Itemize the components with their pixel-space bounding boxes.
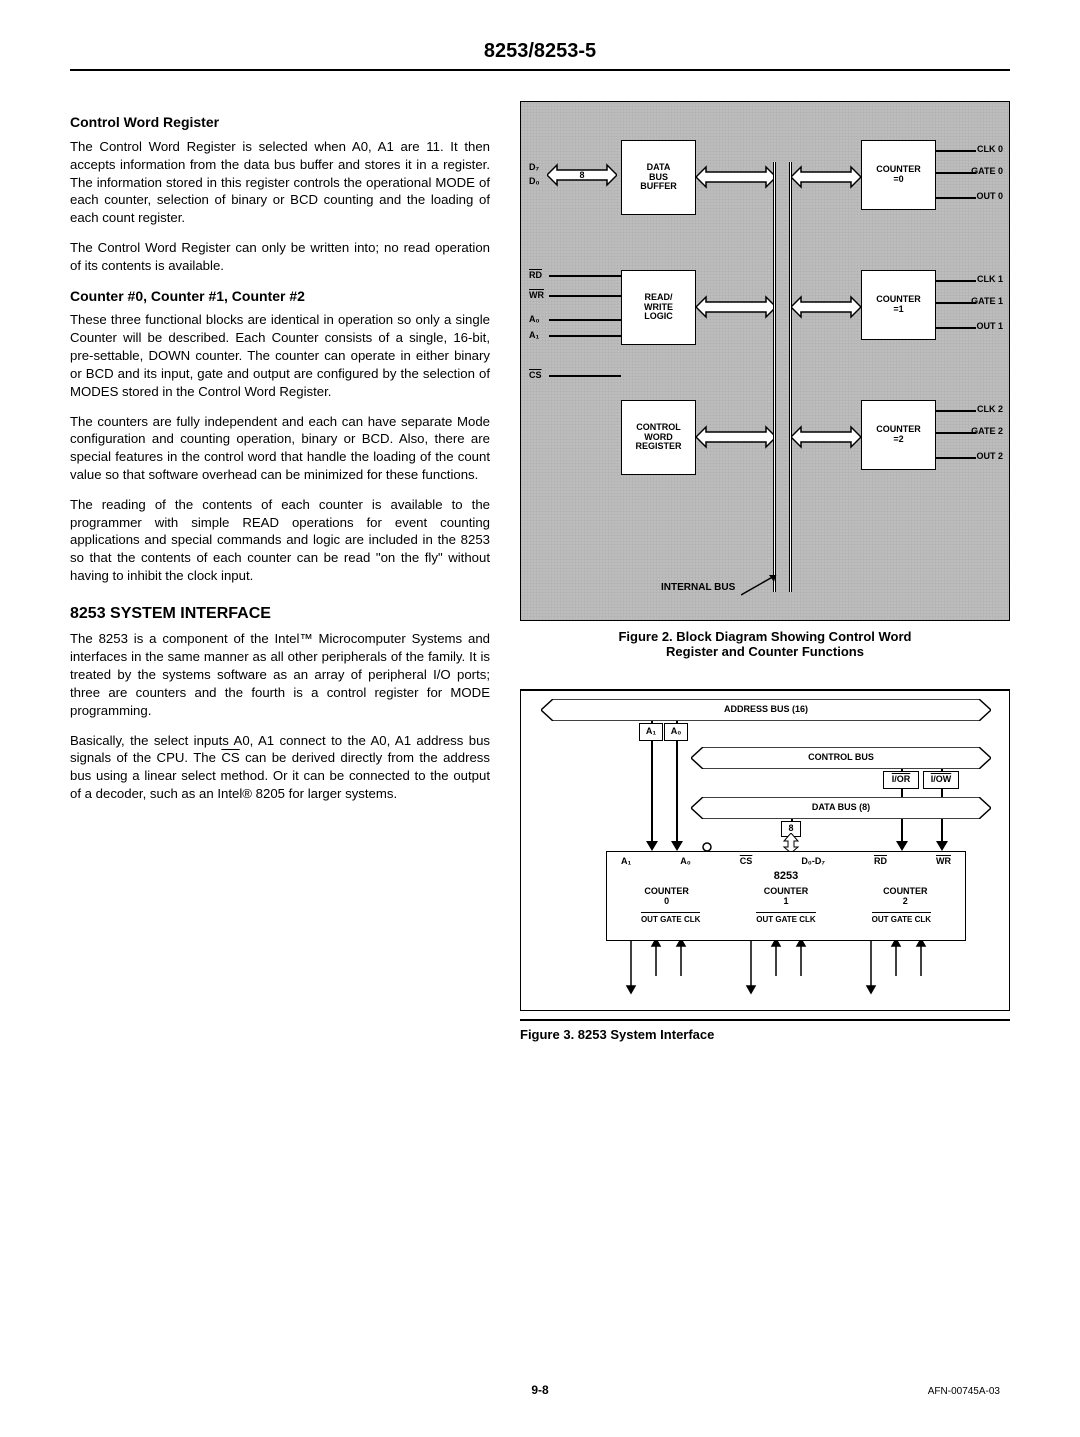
content-columns: Control Word Register The Control Word R… [70,101,1010,1042]
data-8-arrow-icon [776,833,806,853]
down-arrow-icon [896,841,908,851]
label-data-bus: DATA BUS (8) [691,802,991,812]
block-counter-1: COUNTER =1 [861,270,936,340]
fig2-caption-line1: Figure 2. Block Diagram Showing Control … [618,629,911,644]
pin-clk1: CLK 1 [977,274,1003,284]
cwr-paragraph-1: The Control Word Register is selected wh… [70,138,490,227]
pin-gate2: GATE 2 [971,426,1003,436]
chip-pin-d: D₀-D₇ [801,856,825,866]
pin-wr: WR [529,290,544,300]
internal-bus-pointer-icon [741,570,791,600]
bidir-arrow-icon [791,292,861,322]
chip-pins-0: OUT GATE CLK [641,912,700,924]
chip-8253: A₁ A₀ CS D₀-D₇ RD WR 8253 COUNTER 0 COUN… [606,851,966,941]
bus-8-arrow-icon: 8 [547,160,617,190]
fig2-caption-line2: Register and Counter Functions [666,644,864,659]
pin-a0: A₀ [529,314,540,324]
chip-pins-1: OUT GATE CLK [756,912,815,924]
page-number: 9-8 [0,1383,1080,1397]
down-arrow-icon [646,841,658,851]
pin-rd: RD [529,270,542,280]
pin-out2: OUT 2 [976,451,1003,461]
sys-paragraph-1: The 8253 is a component of the Intel™ Mi… [70,630,490,719]
heading-counters: Counter #0, Counter #1, Counter #2 [70,287,490,306]
chip-pin-wr: WR [936,856,951,866]
cnt-paragraph-3: The reading of the contents of each coun… [70,496,490,585]
pin-cs: CS [529,370,542,380]
bidir-arrow-icon [791,162,861,192]
down-arrow-icon [936,841,948,851]
cs-overline: CS [221,750,239,765]
chip-pin-a0: A₀ [680,856,691,866]
pin-d7: D₇ [529,162,539,172]
figure-2-caption: Figure 2. Block Diagram Showing Control … [520,629,1010,659]
bidir-arrow-icon [696,422,776,452]
chip-pin-rd: RD [874,856,887,866]
chip-pin-cs: CS [740,856,753,866]
pin-gate1: GATE 1 [971,296,1003,306]
sys-paragraph-2: Basically, the select inputs A0, A1 conn… [70,732,490,803]
label-internal-bus: INTERNAL BUS [661,582,735,593]
figure-3-caption: Figure 3. 8253 System Interface [520,1019,1010,1042]
bottom-pins-icon [606,941,966,996]
cnt-paragraph-1: These three functional blocks are identi… [70,311,490,400]
bidir-arrow-icon [791,422,861,452]
pin-clk0: CLK 0 [977,144,1003,154]
pin-out0: OUT 0 [976,191,1003,201]
pin-a1: A₁ [529,330,539,340]
bidir-arrow-icon [696,292,776,322]
label-address-bus: ADDRESS BUS (16) [521,704,1011,714]
label-a1-tap: A₁ [639,723,663,741]
label-ior: I/OR [883,771,919,789]
heading-control-word-register: Control Word Register [70,113,490,132]
chip-pins-2: OUT GATE CLK [872,912,931,924]
document-id: AFN-00745A-03 [928,1386,1000,1397]
block-read-write-logic: READ/ WRITE LOGIC [621,270,696,345]
svg-text:8: 8 [579,170,584,180]
block-counter-2: COUNTER =2 [861,400,936,470]
pin-d0: D₀ [529,176,540,186]
block-control-word-register: CONTROL WORD REGISTER [621,400,696,475]
pin-out1: OUT 1 [976,321,1003,331]
cnt-paragraph-2: The counters are fully independent and e… [70,413,490,484]
left-column: Control Word Register The Control Word R… [70,101,490,1042]
cwr-paragraph-2: The Control Word Register can only be wr… [70,239,490,275]
block-counter-0: COUNTER =0 [861,140,936,210]
pin-gate0: GATE 0 [971,166,1003,176]
chip-label: 8253 [607,870,965,882]
right-column: D₇ D₀ 8 DATA BUS BUFFER RD WR A₀ A₁ CS R… [520,101,1010,1042]
figure-2-diagram: D₇ D₀ 8 DATA BUS BUFFER RD WR A₀ A₁ CS R… [520,101,1010,621]
chip-pin-a1: A₁ [621,856,631,866]
bidir-arrow-icon [696,162,776,192]
block-data-bus-buffer: DATA BUS BUFFER [621,140,696,215]
label-control-bus: CONTROL BUS [691,752,991,762]
label-iow: I/OW [923,771,959,789]
chip-counter-0: COUNTER 0 [644,886,689,906]
label-a0-tap: A₀ [664,723,688,741]
chip-counter-2: COUNTER 2 [883,886,928,906]
page-header: 8253/8253-5 [70,40,1010,71]
pin-clk2: CLK 2 [977,404,1003,414]
chip-counter-1: COUNTER 1 [764,886,809,906]
heading-system-interface: 8253 SYSTEM INTERFACE [70,603,490,625]
down-arrow-icon [671,841,683,851]
figure-3-diagram: ADDRESS BUS (16) A₁ A₀ CONTROL BUS I/OR … [520,691,1010,1011]
